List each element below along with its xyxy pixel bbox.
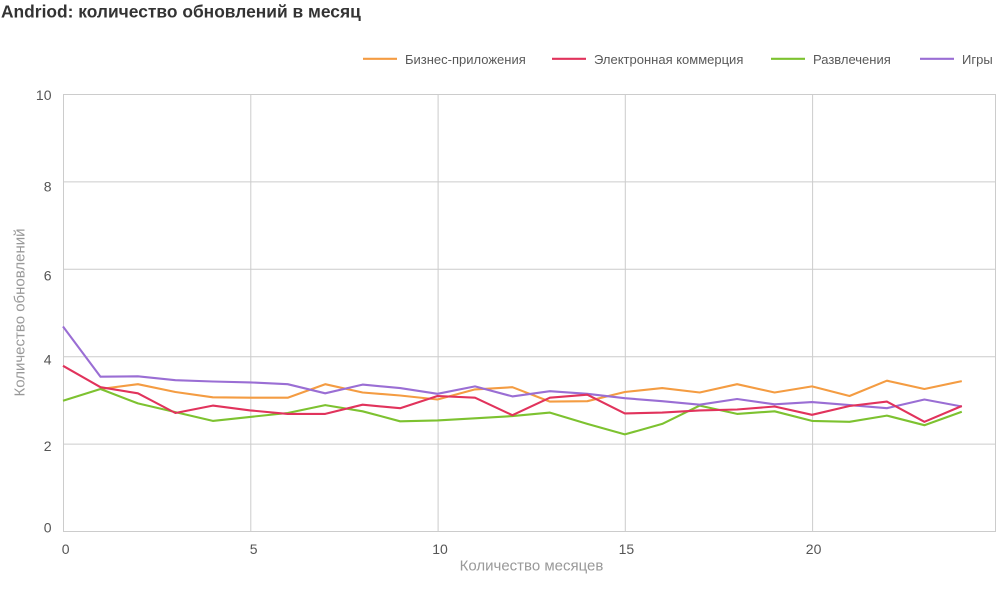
svg-text:Количество месяцев: Количество месяцев xyxy=(460,558,604,575)
svg-text:Игры: Игры xyxy=(962,52,993,67)
svg-text:Электронная коммерция: Электронная коммерция xyxy=(594,52,743,67)
svg-text:0: 0 xyxy=(44,519,52,535)
svg-text:0: 0 xyxy=(62,541,70,557)
svg-text:10: 10 xyxy=(432,541,448,557)
svg-text:4: 4 xyxy=(44,352,52,368)
svg-text:Количество обновлений: Количество обновлений xyxy=(11,228,28,396)
svg-text:15: 15 xyxy=(619,541,635,557)
svg-text:20: 20 xyxy=(806,541,822,557)
svg-text:Развлечения: Развлечения xyxy=(813,52,891,67)
svg-text:6: 6 xyxy=(44,267,52,283)
svg-text:10: 10 xyxy=(36,87,52,103)
svg-text:5: 5 xyxy=(250,541,258,557)
svg-text:2: 2 xyxy=(44,438,52,454)
svg-text:Andriod: количество обновлений: Andriod: количество обновлений в месяц xyxy=(1,2,361,22)
svg-text:8: 8 xyxy=(44,178,52,194)
svg-text:Бизнес-приложения: Бизнес-приложения xyxy=(405,52,526,67)
